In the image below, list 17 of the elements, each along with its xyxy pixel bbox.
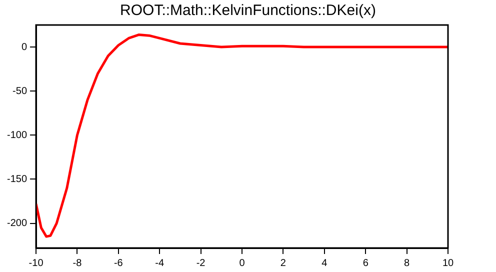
x-tick-label: 0 — [239, 258, 246, 269]
y-tick-label: -200 — [7, 218, 28, 230]
y-tick-label: -100 — [7, 130, 28, 141]
x-tick-label: 10 — [442, 258, 454, 269]
x-tick-label: 2 — [280, 258, 286, 269]
x-tick-label: -6 — [114, 258, 124, 269]
x-tick-label: 8 — [404, 258, 410, 269]
chart-title: ROOT::Math::KelvinFunctions::DKei(x) — [119, 2, 377, 19]
y-tick-label: -50 — [12, 86, 28, 97]
y-tick-label: 0 — [21, 42, 28, 53]
x-tick-label: -4 — [155, 258, 164, 269]
x-tick-label: -2 — [196, 258, 206, 269]
x-tick-label: 4 — [322, 258, 328, 269]
x-tick-label: -10 — [28, 258, 44, 269]
x-tick-label: -8 — [72, 258, 82, 269]
x-tick-label: 6 — [362, 258, 369, 269]
y-tick-label: -150 — [7, 174, 28, 185]
